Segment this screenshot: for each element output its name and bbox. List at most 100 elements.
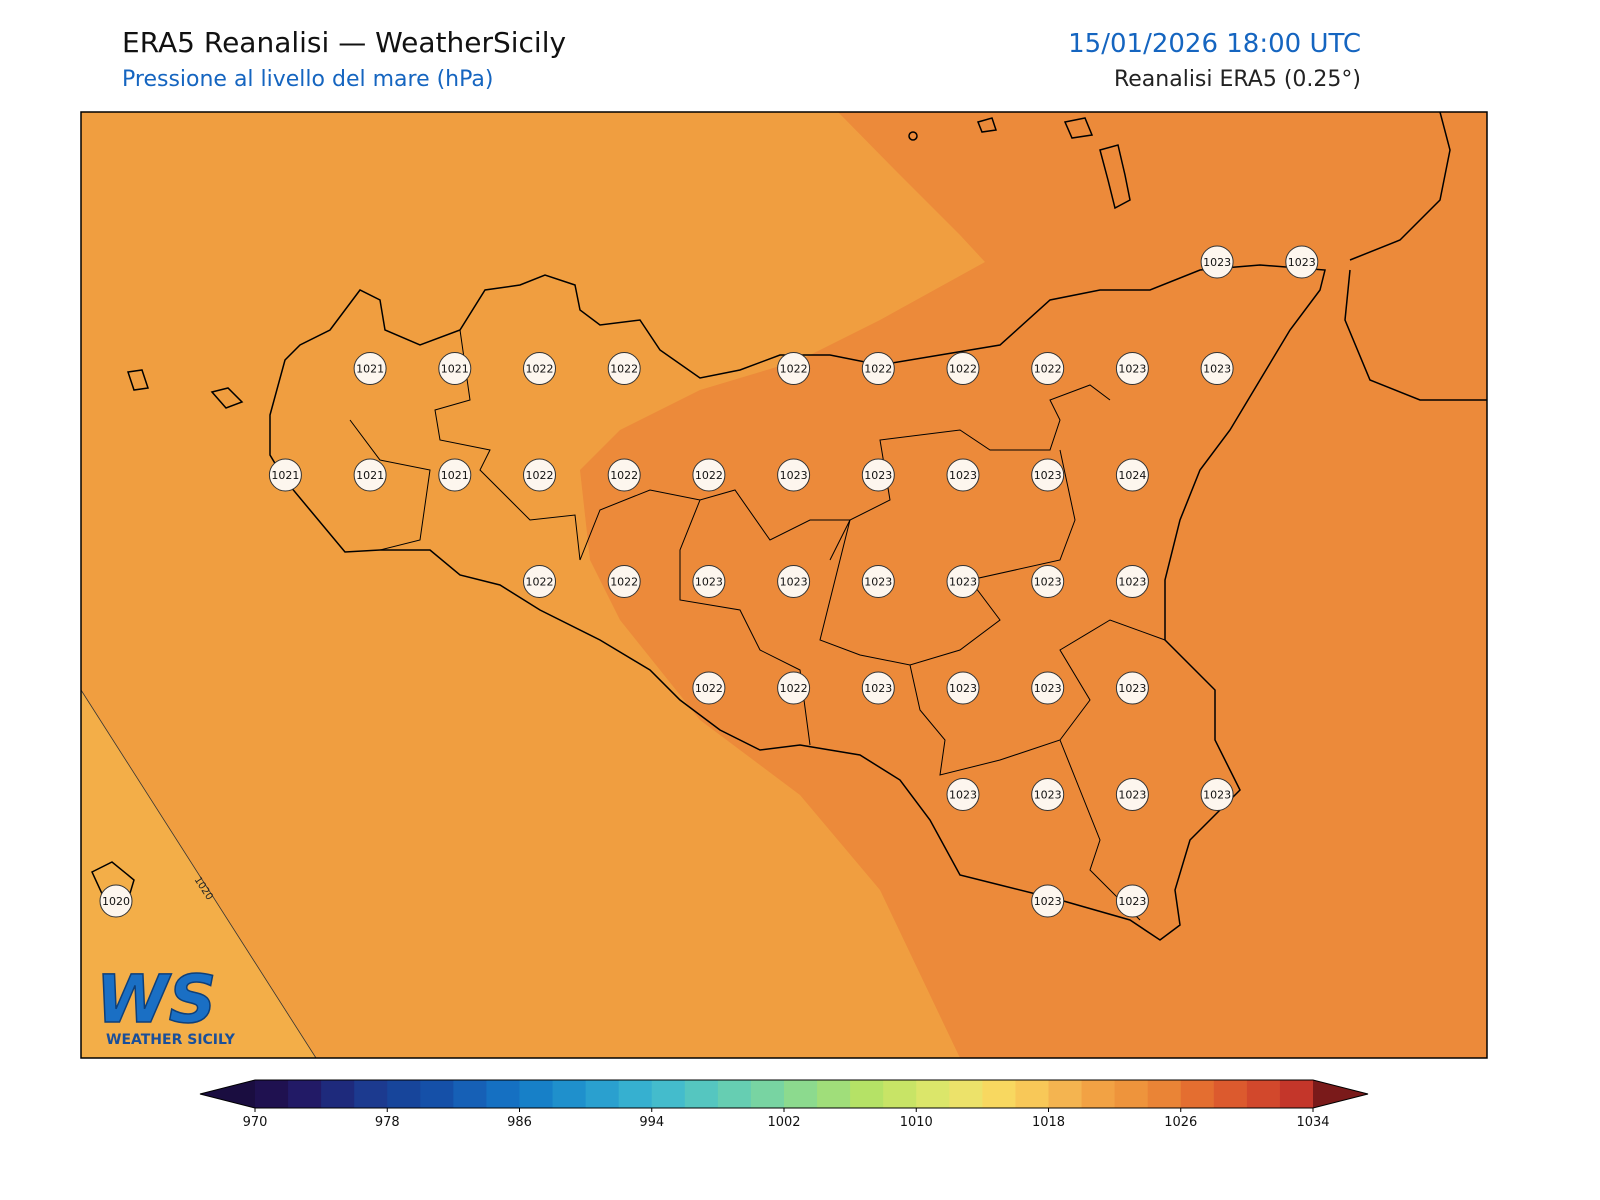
station-marker [1200, 352, 1234, 385]
station-value: 1022 [695, 469, 723, 482]
station-marker [946, 671, 980, 705]
colorbar-bin [750, 1080, 785, 1108]
station-marker [523, 458, 556, 492]
station-marker [1285, 245, 1319, 279]
calabria-coast [1349, 112, 1451, 261]
colorbar-bin [1081, 1080, 1116, 1108]
station-value: 1023 [1034, 469, 1062, 482]
island [1063, 117, 1094, 139]
island [1099, 144, 1131, 210]
colorbar-tick-label: 1034 [1296, 1115, 1329, 1130]
colorbar-bin [850, 1080, 884, 1108]
island [976, 117, 997, 133]
station-marker [777, 352, 811, 385]
station-marker [692, 458, 726, 492]
colorbar-bin [1147, 1080, 1182, 1108]
station-marker [353, 352, 387, 385]
station-marker [1031, 884, 1065, 918]
station-marker [946, 458, 980, 492]
colorbar-bin [1015, 1080, 1049, 1108]
contour-line [81, 689, 317, 1058]
colorbar-tick-label: 1018 [1032, 1115, 1065, 1130]
station-value: 1021 [271, 469, 299, 482]
station-marker [777, 671, 811, 705]
station-value: 1023 [1203, 256, 1231, 269]
colorbar-bin [1180, 1080, 1215, 1108]
station-value: 1021 [356, 363, 384, 376]
station-value: 1021 [441, 363, 469, 376]
station-marker [777, 565, 811, 598]
station-value: 1023 [864, 576, 892, 589]
colorbar-bin [552, 1080, 587, 1108]
station-value: 1023 [1118, 682, 1146, 695]
station-value: 1022 [526, 469, 554, 482]
colorbar-bin [453, 1080, 487, 1108]
colorbar-bin [817, 1080, 851, 1108]
island [908, 131, 918, 141]
colorbar-extend [200, 1080, 255, 1108]
station-marker [1031, 565, 1065, 598]
station-marker [607, 352, 641, 385]
colorbar-bin [717, 1080, 752, 1108]
station-marker [1200, 245, 1234, 279]
logo-text: WEATHER SICILY [106, 1032, 236, 1048]
station-marker [946, 565, 980, 598]
station-value: 1023 [1034, 895, 1062, 908]
station-marker [607, 565, 641, 598]
station-value: 1023 [1118, 789, 1146, 802]
station-value: 1022 [1034, 363, 1062, 376]
colorbar-tick-label: 978 [375, 1115, 400, 1130]
station-marker [777, 458, 811, 492]
station-marker [1115, 565, 1149, 598]
station-value: 1021 [441, 469, 469, 482]
station-marker [607, 458, 641, 492]
calabria-coast [1344, 269, 1487, 401]
station-value: 1023 [1203, 789, 1231, 802]
province-border [909, 619, 1166, 776]
station-value: 1022 [864, 363, 892, 376]
station-value: 1022 [780, 363, 808, 376]
sicily-coast [269, 264, 1326, 941]
map-frame [80, 111, 1488, 1059]
station-marker [1115, 884, 1149, 918]
station-value: 1023 [1034, 576, 1062, 589]
station-marker [438, 352, 472, 385]
colorbar-bin [486, 1080, 520, 1108]
province-border [434, 329, 1111, 561]
station-marker [1200, 778, 1234, 811]
station-marker [1031, 352, 1065, 385]
station-value: 1023 [949, 576, 977, 589]
station-marker [692, 671, 726, 705]
colorbar-bin [684, 1080, 719, 1108]
colorbar-tick-label: 970 [243, 1115, 268, 1130]
station-value: 1022 [780, 682, 808, 695]
colorbar-bin [354, 1080, 388, 1108]
station-marker [861, 458, 895, 492]
station-marker [268, 458, 302, 492]
colorbar-bin [1213, 1080, 1248, 1108]
source: Reanalisi ERA5 (0.25°) [1114, 67, 1361, 92]
colorbar-bin [321, 1080, 355, 1108]
station-marker [1031, 458, 1065, 492]
station-value: 1022 [610, 469, 638, 482]
station-marker [523, 352, 556, 385]
colorbar-bin [1048, 1080, 1083, 1108]
island [210, 387, 244, 409]
station-marker [1031, 671, 1065, 705]
station-value: 1023 [949, 469, 977, 482]
station-marker [1115, 352, 1149, 385]
colorbar-tick-label: 986 [507, 1115, 532, 1130]
colorbar-bin [651, 1080, 686, 1108]
station-marker [523, 565, 556, 598]
colorbar-tick-label: 1026 [1164, 1115, 1197, 1130]
station-value: 1020 [102, 895, 130, 908]
colorbar-bin [784, 1080, 818, 1108]
province-border [819, 449, 1076, 666]
station-marker [353, 458, 387, 492]
colorbar-bin [618, 1080, 653, 1108]
colorbar: 970 978 986 994 1002 1010 1018 1026 1034 [199, 1079, 1369, 1130]
title: ERA5 Reanalisi — WeatherSicily [122, 26, 566, 59]
station-value: 1023 [780, 469, 808, 482]
station-marker [692, 565, 726, 598]
colorbar-tick-label: 1010 [900, 1115, 933, 1130]
